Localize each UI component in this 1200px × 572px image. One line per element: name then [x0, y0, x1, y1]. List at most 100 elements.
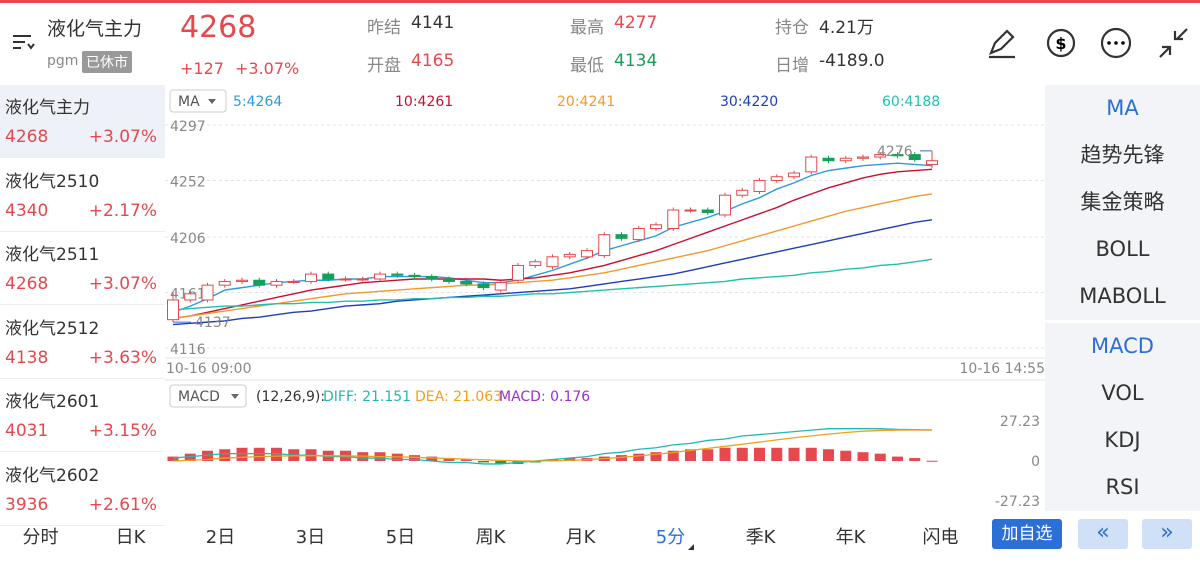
- candle-body: [391, 273, 404, 276]
- macd-bar: [667, 450, 679, 461]
- candle-body: [770, 176, 783, 181]
- period-tab[interactable]: 5日: [385, 527, 416, 548]
- period-tab[interactable]: 闪电: [922, 527, 959, 548]
- macd-bar: [805, 447, 817, 461]
- watch-row[interactable]: [0, 158, 165, 232]
- ma-label: 60:4188: [882, 94, 940, 110]
- macd-bar: [633, 453, 645, 461]
- candle-body: [184, 293, 197, 301]
- period-tab[interactable]: 3日: [295, 527, 326, 548]
- candle-body: [805, 156, 818, 173]
- change-pct: +3.07%: [235, 59, 300, 78]
- period-tab[interactable]: 2日: [205, 527, 236, 548]
- toolbar-icons[interactable]: $: [985, 25, 1195, 61]
- period-tab[interactable]: 日K: [115, 527, 146, 548]
- candle-body: [236, 279, 248, 282]
- candle-body: [305, 273, 317, 282]
- svg-text:$: $: [1055, 34, 1066, 53]
- indicator-option[interactable]: BOLL: [1095, 237, 1150, 261]
- watch-row[interactable]: [0, 85, 165, 158]
- macd-bar: [219, 449, 231, 461]
- ma-label: 10:4261: [395, 94, 453, 110]
- macd-bar: [184, 453, 196, 461]
- watch-price: 4268: [5, 274, 49, 294]
- ma-label: 30:4220: [720, 94, 778, 110]
- watch-name: 液化气2511: [5, 245, 100, 265]
- watch-price: 4031: [5, 421, 49, 441]
- kline-chart: MA MACD (12,26,9): 429742524206416141161…: [165, 89, 1045, 510]
- x-end-label: 10-16 14:55: [960, 361, 1045, 377]
- period-tab[interactable]: 月K: [565, 527, 596, 548]
- y-tick-label: 4252: [170, 174, 206, 190]
- candle-body: [494, 282, 507, 291]
- ma-label: 5:4264: [233, 94, 282, 110]
- indicator-option[interactable]: MACD: [1091, 334, 1154, 358]
- indicator-option[interactable]: MA: [1106, 96, 1139, 120]
- macd-bar: [167, 456, 179, 461]
- macd-bar: [909, 458, 921, 461]
- macd-bar: [460, 459, 472, 461]
- tab-caret: [688, 544, 694, 550]
- watch-row[interactable]: [0, 452, 165, 526]
- next-button[interactable]: »: [1142, 519, 1192, 549]
- watch-name: 液化气2512: [5, 318, 100, 339]
- candle-body: [701, 209, 714, 213]
- candle-body: [598, 234, 611, 257]
- macd-line: [172, 429, 933, 462]
- contract-name: 液化气主力: [47, 18, 143, 40]
- period-tab[interactable]: 季K: [745, 527, 776, 548]
- candle-body: [529, 261, 542, 266]
- indicator-option[interactable]: KDJ: [1104, 428, 1141, 452]
- y-tick-label: 4297: [170, 119, 206, 135]
- watch-price: 4268: [5, 127, 49, 147]
- ma-line: [172, 193, 933, 320]
- watch-name: 液化气2601: [5, 392, 100, 412]
- watch-price: 4138: [5, 347, 49, 368]
- ma-line: [172, 168, 933, 320]
- stat-label: 开盘: [367, 56, 401, 76]
- stat-label: 昨结: [367, 18, 401, 38]
- macd-bar: [857, 452, 869, 461]
- stat-label: 最高: [570, 18, 604, 38]
- period-tab[interactable]: 5分: [655, 527, 686, 548]
- y-tick-label: 4116: [170, 342, 206, 358]
- candle-body: [563, 253, 576, 258]
- ma-line: [172, 258, 933, 311]
- indicator-option[interactable]: 集金策略: [1080, 190, 1165, 214]
- x-start-label: 10-16 09:00: [166, 361, 251, 377]
- period-tab[interactable]: 周K: [475, 527, 506, 548]
- macd-bar: [253, 447, 265, 461]
- macd-bar: [443, 458, 455, 461]
- stat-value: 4.21万: [819, 18, 874, 38]
- candle-body: [908, 154, 921, 160]
- ma-line: [172, 219, 933, 326]
- watch-row[interactable]: [0, 305, 165, 379]
- period-tab[interactable]: 年K: [835, 527, 866, 548]
- macd-bar: [409, 455, 420, 461]
- indicator-option[interactable]: 趋势先锋: [1080, 143, 1165, 167]
- macd-bar: [478, 461, 489, 463]
- candle-body: [736, 189, 749, 196]
- period-tab[interactable]: 分时: [22, 527, 59, 548]
- macd-line-label: DEA: 21.063: [415, 389, 502, 405]
- add-watch-button[interactable]: 加自选: [992, 519, 1062, 549]
- macd-selector[interactable]: [169, 384, 247, 408]
- indicator-option[interactable]: VOL: [1101, 381, 1144, 405]
- candle-body: [287, 280, 300, 283]
- candle-body: [891, 154, 904, 157]
- watch-change: +3.63%: [88, 347, 157, 368]
- indicator-option[interactable]: RSI: [1105, 475, 1140, 499]
- macd-line-label: DIFF: 21.151: [323, 389, 411, 405]
- ma-label: 20:4241: [557, 94, 615, 110]
- candle-body: [632, 227, 645, 241]
- indicator-option[interactable]: MABOLL: [1079, 284, 1166, 308]
- menu-icon[interactable]: [10, 30, 38, 54]
- ma-selector[interactable]: [169, 89, 227, 113]
- candle-body: [253, 279, 266, 286]
- prev-button[interactable]: «: [1078, 519, 1128, 549]
- watch-row[interactable]: [0, 232, 165, 305]
- candle-body: [650, 224, 662, 229]
- stat-label: 最低: [570, 56, 604, 76]
- watch-row[interactable]: [0, 379, 165, 452]
